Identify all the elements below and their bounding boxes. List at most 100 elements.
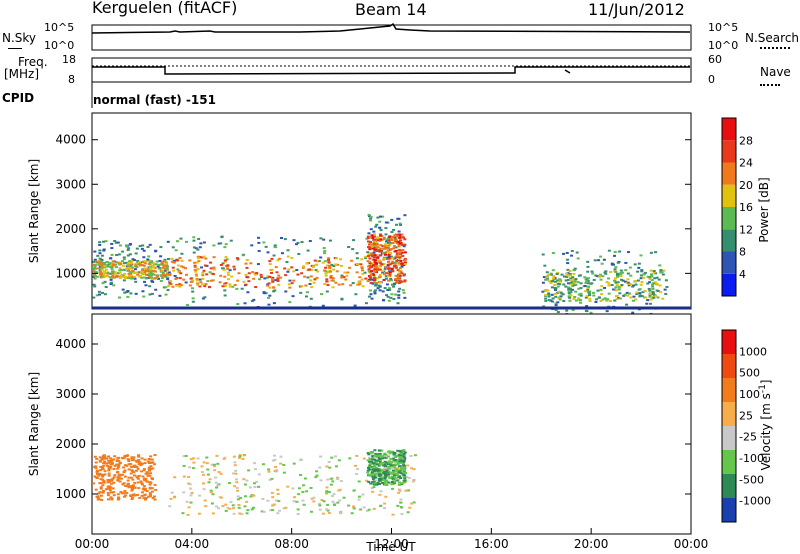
velocity-echo-cell bbox=[96, 469, 100, 472]
velocity-echo-cell bbox=[102, 457, 106, 460]
velocity-echo-cell bbox=[309, 510, 313, 513]
velocity-echo-cell bbox=[146, 460, 150, 463]
velocity-echo-cell bbox=[334, 455, 338, 458]
velocity-echo-cell bbox=[356, 468, 360, 471]
power-echo-cell bbox=[648, 289, 652, 292]
power-echo-cell bbox=[110, 242, 114, 245]
power-echo-cell bbox=[649, 251, 653, 254]
power-echo-cell bbox=[223, 246, 227, 249]
power-echo-cell bbox=[373, 292, 377, 295]
velocity-echo-cell bbox=[384, 472, 388, 475]
power-echo-cell bbox=[397, 290, 401, 293]
power-echo-cell bbox=[250, 244, 254, 247]
power-echo-cell bbox=[634, 298, 638, 301]
velocity-echo-cell bbox=[146, 474, 150, 477]
velocity-echo-cell bbox=[400, 507, 404, 510]
velocity-echo-cell bbox=[132, 471, 136, 474]
power-echo-cell bbox=[591, 291, 595, 294]
power-echo-cell bbox=[398, 276, 402, 279]
power-echo-cell bbox=[101, 282, 105, 285]
power-echo-cell bbox=[266, 284, 270, 287]
velocity-echo-cell bbox=[279, 462, 283, 465]
velocity-echo-cell bbox=[214, 476, 218, 479]
power-echo-cell bbox=[383, 287, 387, 290]
velocity-echo-cell bbox=[368, 463, 372, 466]
power-echo-cell bbox=[329, 270, 333, 273]
power-echo-cell bbox=[142, 256, 146, 259]
velocity-echo-cell bbox=[277, 509, 281, 512]
power-echo-cell bbox=[267, 303, 271, 306]
power-echo-cell bbox=[123, 276, 127, 279]
power-echo-cell bbox=[93, 285, 97, 288]
velocity-echo-cell bbox=[315, 474, 319, 477]
power-echo-cell bbox=[106, 272, 110, 275]
power-echo-cell bbox=[375, 223, 379, 226]
power-echo-cell bbox=[321, 304, 325, 307]
power-echo-cell bbox=[374, 225, 378, 228]
power-echo-cell bbox=[374, 283, 378, 286]
power-echo-cell bbox=[598, 275, 602, 278]
power-echo-cell bbox=[382, 236, 386, 239]
power-echo-cell bbox=[127, 274, 131, 277]
power-echo-cell bbox=[628, 266, 632, 269]
power-echo-cell bbox=[119, 261, 123, 264]
power-echo-cell bbox=[556, 311, 560, 314]
power-echo-cell bbox=[588, 297, 592, 300]
power-echo-cell bbox=[369, 228, 373, 231]
power-echo-cell bbox=[198, 256, 202, 259]
velocity-echo-cell bbox=[368, 460, 372, 463]
velocity-echo-cell bbox=[367, 508, 371, 511]
power-echo-cell bbox=[551, 277, 555, 280]
power-echo-cell bbox=[130, 263, 134, 266]
power-echo-cell bbox=[335, 257, 339, 260]
power-echo-cell bbox=[122, 279, 126, 282]
power-echo-cell bbox=[640, 269, 644, 272]
velocity-echo-cell bbox=[378, 449, 382, 452]
velocity-echo-cell bbox=[95, 470, 99, 473]
velocity-colorbar-swatch bbox=[722, 498, 736, 522]
velocity-echo-cell bbox=[406, 511, 410, 514]
velocity-echo-cell bbox=[123, 456, 127, 459]
power-echo-cell bbox=[579, 301, 583, 304]
power-echo-cell bbox=[636, 279, 640, 282]
power-echo-cell bbox=[637, 266, 641, 269]
power-echo-cell bbox=[602, 258, 606, 261]
velocity-echo-cell bbox=[277, 500, 281, 503]
velocity-echo-cell bbox=[140, 457, 144, 460]
velocity-echo-cell bbox=[407, 489, 411, 492]
power-echo-cell bbox=[245, 266, 249, 269]
power-echo-cell bbox=[196, 283, 200, 286]
velocity-echo-cell bbox=[130, 496, 134, 499]
velocity-echo-cell bbox=[393, 459, 397, 462]
power-echo-cell bbox=[115, 261, 119, 264]
power-echo-cell bbox=[302, 265, 306, 268]
power-echo-cell bbox=[202, 269, 206, 272]
power-echo-cell bbox=[142, 249, 146, 252]
power-echo-cell bbox=[388, 235, 392, 238]
power-echo-cell bbox=[257, 241, 261, 244]
power-echo-cell bbox=[225, 258, 229, 261]
velocity-echo-cell bbox=[355, 473, 359, 476]
power-echo-cell bbox=[323, 252, 327, 255]
power-echo-cell bbox=[551, 252, 555, 255]
velocity-echo-cell bbox=[187, 475, 191, 478]
velocity-echo-cell bbox=[239, 496, 243, 499]
velocity-echo-cell bbox=[309, 486, 313, 489]
power-colorbar-tick-4: 20 bbox=[739, 179, 753, 192]
velocity-echo-cell bbox=[375, 463, 379, 466]
power-echo-cell bbox=[553, 280, 557, 283]
velocity-echo-cell bbox=[110, 491, 114, 494]
velocity-echo-cell bbox=[339, 480, 343, 483]
velocity-echo-cell bbox=[130, 487, 134, 490]
velocity-echo-cell bbox=[374, 474, 378, 477]
power-echo-cell bbox=[383, 245, 387, 248]
power-echo-cell bbox=[600, 285, 604, 288]
power-echo-cell bbox=[304, 284, 308, 287]
velocity-echo-cell bbox=[262, 510, 266, 513]
power-echo-cell bbox=[168, 274, 172, 277]
velocity-echo-cell bbox=[379, 455, 383, 458]
velocity-echo-cell bbox=[397, 465, 401, 468]
power-echo-cell bbox=[241, 254, 245, 257]
power-echo-cell bbox=[138, 261, 142, 264]
power-echo-cell bbox=[134, 292, 138, 295]
